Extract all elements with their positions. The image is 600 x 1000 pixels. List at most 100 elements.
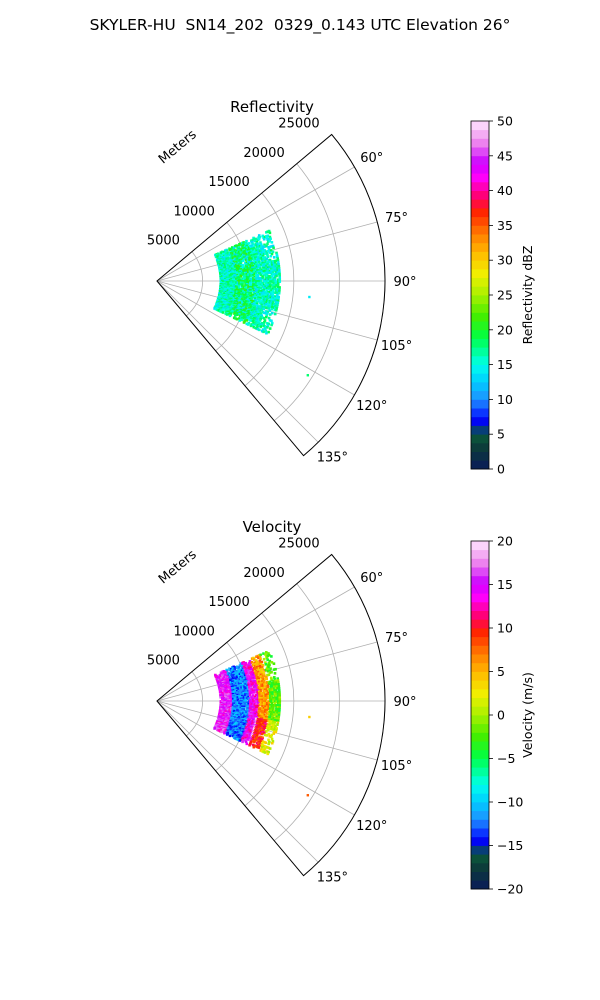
echo-cell	[222, 271, 225, 275]
echo-cell	[243, 271, 247, 275]
echo-cell	[250, 295, 254, 298]
echo-cell	[278, 276, 282, 280]
echo-cell	[247, 296, 251, 299]
echo-cell	[250, 715, 254, 718]
echo-cell	[229, 302, 233, 306]
echo-cell	[239, 733, 242, 736]
echo-cell	[266, 684, 270, 688]
echo-cell	[256, 704, 260, 708]
echo-cell	[228, 734, 232, 738]
echo-cell	[272, 680, 275, 683]
echo-cell	[222, 690, 225, 694]
echo-cell	[274, 689, 278, 692]
echo-cell	[263, 257, 267, 261]
echo-cell	[260, 251, 264, 255]
echo-cell	[248, 698, 252, 702]
echo-cell	[253, 726, 256, 730]
echo-cell	[252, 686, 256, 690]
colorbar-segment	[471, 321, 489, 331]
echo-cell	[268, 289, 272, 292]
echo-cell	[243, 736, 246, 740]
echo-cell	[269, 305, 272, 309]
echo-cell	[242, 298, 246, 301]
echo-cell	[245, 690, 249, 693]
echo-cell	[218, 729, 222, 733]
echo-cell	[253, 311, 256, 315]
echo-cell	[247, 714, 251, 718]
echo-cell	[255, 254, 258, 258]
echo-cell	[254, 258, 258, 261]
echo-cell	[250, 298, 253, 301]
echo-cell	[244, 740, 248, 744]
radial-tick-label: 20000	[243, 566, 284, 581]
echo-cell	[256, 307, 259, 311]
echo-cell	[257, 742, 261, 746]
echo-cell	[255, 664, 258, 668]
echo-cell	[250, 249, 254, 253]
echo-cell	[248, 277, 252, 280]
echo-cell	[223, 257, 227, 261]
echo-cell	[235, 698, 238, 702]
echo-cell	[245, 271, 249, 275]
echo-cell	[265, 287, 269, 290]
echo-cell	[257, 738, 260, 742]
echo-cell	[242, 278, 246, 282]
echo-cell	[255, 240, 259, 244]
echo-cell	[267, 691, 270, 695]
echo-cell	[244, 249, 247, 253]
colorbar-segment	[471, 347, 489, 357]
echo-cell	[275, 707, 278, 711]
echo-cell	[255, 685, 259, 689]
echo-cell	[251, 269, 255, 273]
echo-cell	[270, 709, 273, 712]
echo-cell	[263, 684, 267, 688]
echo-cell	[270, 287, 274, 291]
echo-cell	[257, 313, 261, 316]
echo-cell	[251, 707, 255, 711]
colorbar-tick-label: 5	[497, 427, 505, 442]
echo-cell	[242, 722, 246, 726]
echo-cell	[268, 747, 272, 750]
echo-cell	[249, 302, 252, 306]
echo-cell	[257, 306, 261, 310]
echo-cell	[245, 703, 249, 706]
echo-cell	[263, 747, 267, 750]
echo-cell	[228, 668, 232, 672]
echo-cell	[255, 302, 259, 306]
echo-cell	[251, 731, 255, 735]
echo-cell	[276, 289, 280, 293]
echo-cell	[250, 716, 254, 720]
echo-cell	[246, 720, 250, 724]
echo-cell	[258, 255, 262, 259]
echo-cell	[246, 299, 250, 302]
echo-cell	[257, 309, 260, 313]
echo-cell	[259, 701, 263, 705]
echo-cell	[231, 252, 235, 256]
echo-cell	[270, 670, 273, 674]
echo-cell	[250, 239, 253, 243]
echo-cell	[264, 297, 268, 301]
echo-cell	[254, 272, 258, 276]
echo-cell	[272, 700, 275, 703]
echo-cell	[271, 263, 274, 267]
echo-cell	[252, 684, 256, 688]
echo-cell	[246, 316, 250, 319]
echo-cell	[253, 260, 256, 263]
colorbar-segment	[471, 408, 489, 418]
echo-cell	[243, 254, 247, 258]
echo-cell	[267, 746, 271, 750]
echo-cell	[262, 681, 266, 685]
echo-cell	[250, 306, 253, 309]
echo-cell	[266, 324, 270, 327]
echo-cell	[265, 710, 269, 714]
echo-cell	[256, 698, 260, 702]
echo-cell	[244, 661, 247, 665]
echo-cell	[225, 270, 228, 273]
echo-cell	[249, 715, 252, 718]
echo-cell	[257, 291, 261, 295]
echo-cell	[237, 317, 241, 320]
echo-cell	[258, 682, 261, 685]
echo-cell	[256, 708, 259, 711]
echo-cell	[259, 308, 262, 312]
colorbar-segment	[471, 399, 489, 409]
